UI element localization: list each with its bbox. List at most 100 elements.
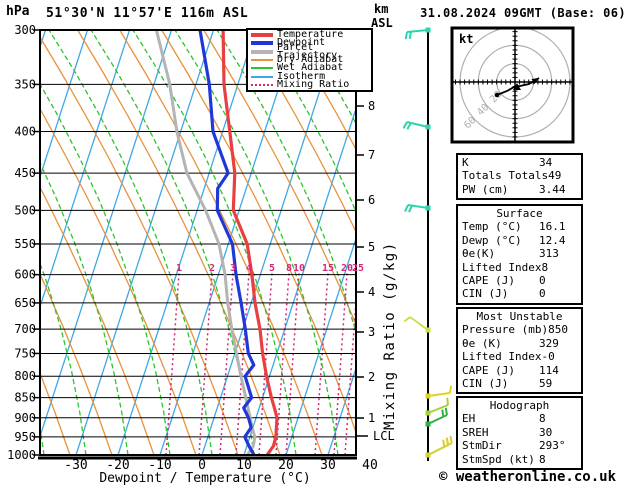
- stat-row: CIN (J) 59: [458, 377, 581, 390]
- hodograph-unit-label: kt: [459, 32, 473, 46]
- pressure-tick-label: 950: [14, 430, 36, 444]
- dry-adiabat-line: [119, 30, 323, 455]
- km-tick-label: 5: [368, 240, 375, 254]
- wind-barb: [402, 121, 431, 130]
- stat-value: 8: [539, 412, 546, 426]
- stat-value: 0: [539, 287, 546, 301]
- isotherm-line: [40, 30, 89, 179]
- panel-title: Surface: [496, 207, 543, 220]
- pressure-tick-label: 900: [14, 411, 36, 425]
- mixing-ratio-line: [198, 272, 213, 455]
- hodograph-ring-label: 40: [475, 102, 491, 118]
- dewpoint-curve: [198, 30, 256, 455]
- wet-adiabat-line: [48, 30, 213, 455]
- indices-panel: K 34 Totals Totals 49 PW (cm) 3.44: [456, 153, 583, 201]
- legend-swatch: [251, 83, 273, 86]
- legend-label: Temperature: [277, 29, 344, 41]
- legend-label: Isotherm: [277, 70, 326, 82]
- dry-adiabat-line: [161, 30, 356, 435]
- dry-adiabat-line: [203, 30, 356, 326]
- most-unstable-panel: Most Unstable Pressure (mb) 850 θe (K) 329 Li…: [456, 307, 583, 395]
- mixing-ratio-line: [314, 272, 329, 455]
- dry-adiabat-line: [40, 371, 71, 455]
- stat-row: Lifted Index -0: [458, 350, 581, 363]
- pressure-tick-label: 750: [14, 346, 36, 360]
- plot-frame: [39, 29, 357, 456]
- wet-adiabat-line: [216, 30, 356, 336]
- stat-row: SREH 30: [458, 426, 581, 439]
- mixing-ratio-label: 2: [209, 263, 215, 274]
- stat-row: StmSpd (kt) 8: [458, 453, 581, 466]
- stat-row: CAPE (J) 0: [458, 274, 581, 287]
- stat-label: Lifted Index: [462, 260, 542, 274]
- surface-panel: Surface Temp (°C) 16.1 Dewp (°C) 12.4 θe(K) 31…: [456, 204, 583, 305]
- wind-barb-column: [402, 27, 453, 461]
- stat-label: StmDir: [462, 439, 502, 453]
- wet-adiabat-line: [132, 30, 297, 455]
- stat-value: 8: [539, 452, 546, 466]
- mixing-ratio-label: 1: [176, 263, 182, 274]
- legend-swatch: [251, 75, 273, 78]
- stat-value: 3.44: [539, 182, 566, 196]
- legend-label: Wet Adiabat: [277, 62, 344, 74]
- temp-tick-label: 20: [278, 458, 294, 473]
- stat-row: θe(K) 313: [458, 247, 581, 260]
- pressure-tick-label: 600: [14, 268, 36, 282]
- datetime-label: 31.08.2024 09GMT (Base: 06): [420, 6, 626, 20]
- wet-adiabat-line: [40, 82, 171, 455]
- mixing-ratio-line: [333, 272, 348, 455]
- stat-row: K 34: [458, 156, 581, 169]
- isotherm-line: [243, 106, 356, 455]
- legend-swatch: [251, 41, 273, 46]
- pressure-tick-label: 650: [14, 296, 36, 310]
- stat-value: 850: [548, 323, 568, 337]
- wind-barb: [404, 204, 431, 213]
- km-tick-label: 6: [368, 193, 375, 207]
- temp-tick-label: -20: [106, 458, 129, 473]
- hodograph-stats-panel: Hodograph EH 8 SREH 30 StmDir 293° StmSpd (kt) 8: [456, 396, 583, 471]
- stat-value: -0: [541, 350, 555, 364]
- stat-label: Lifted Index: [462, 350, 542, 364]
- pressure-unit-label: hPa: [6, 4, 30, 19]
- stat-value: 30: [539, 425, 553, 439]
- wet-adiabat-line: [300, 30, 356, 126]
- stat-row: EH 8: [458, 412, 581, 425]
- legend: Temperature Dewpoint Parcel Trajectory Dry …: [246, 28, 373, 92]
- legend-item: Temperature: [248, 29, 371, 41]
- stat-label: CIN (J): [462, 377, 509, 391]
- stat-label: θe(K): [462, 247, 496, 261]
- km-tick-label: 3: [368, 325, 375, 339]
- stat-label: EH: [462, 412, 476, 426]
- parcel-curve: [154, 30, 257, 455]
- hodograph-origin-dot: [494, 92, 500, 98]
- pressure-tick-label: 550: [14, 237, 36, 251]
- stat-value: 293°: [539, 439, 566, 453]
- mixing-ratio-label: 20: [341, 263, 353, 274]
- stat-label: Dewp (°C): [462, 233, 522, 247]
- legend-item: Parcel Trajectory: [248, 42, 371, 60]
- km-tick-label: 4: [368, 285, 375, 299]
- dry-adiabat-line: [287, 30, 356, 151]
- dry-adiabat-line: [40, 272, 113, 455]
- temp-tick-label: 40: [362, 458, 378, 473]
- mixing-ratio-line: [165, 272, 180, 455]
- isotherm-line: [75, 30, 215, 455]
- dry-adiabat-line: [40, 35, 239, 455]
- stat-row: PW (cm) 3.44: [458, 183, 581, 196]
- pressure-tick-label: 500: [14, 203, 36, 217]
- stat-label: Pressure (mb): [462, 323, 549, 337]
- stat-value: 0: [539, 274, 546, 288]
- pressure-tick-label: 1000: [7, 448, 36, 462]
- dry-adiabat-line: [77, 30, 281, 455]
- legend-item: Isotherm: [248, 70, 371, 82]
- wind-barb: [403, 316, 431, 333]
- stat-row: Temp (°C) 16.1: [458, 220, 581, 233]
- stat-row: Totals Totals 49: [458, 169, 581, 182]
- mixing-ratio-axis-label: Mixing Ratio (g/kg): [382, 241, 398, 430]
- km-tick-label: 7: [368, 148, 375, 162]
- pressure-tick-label: 400: [14, 125, 36, 139]
- pressure-tick-label: 450: [14, 166, 36, 180]
- isotherm-line: [159, 30, 299, 455]
- mixing-ratio-label: 10: [293, 263, 305, 274]
